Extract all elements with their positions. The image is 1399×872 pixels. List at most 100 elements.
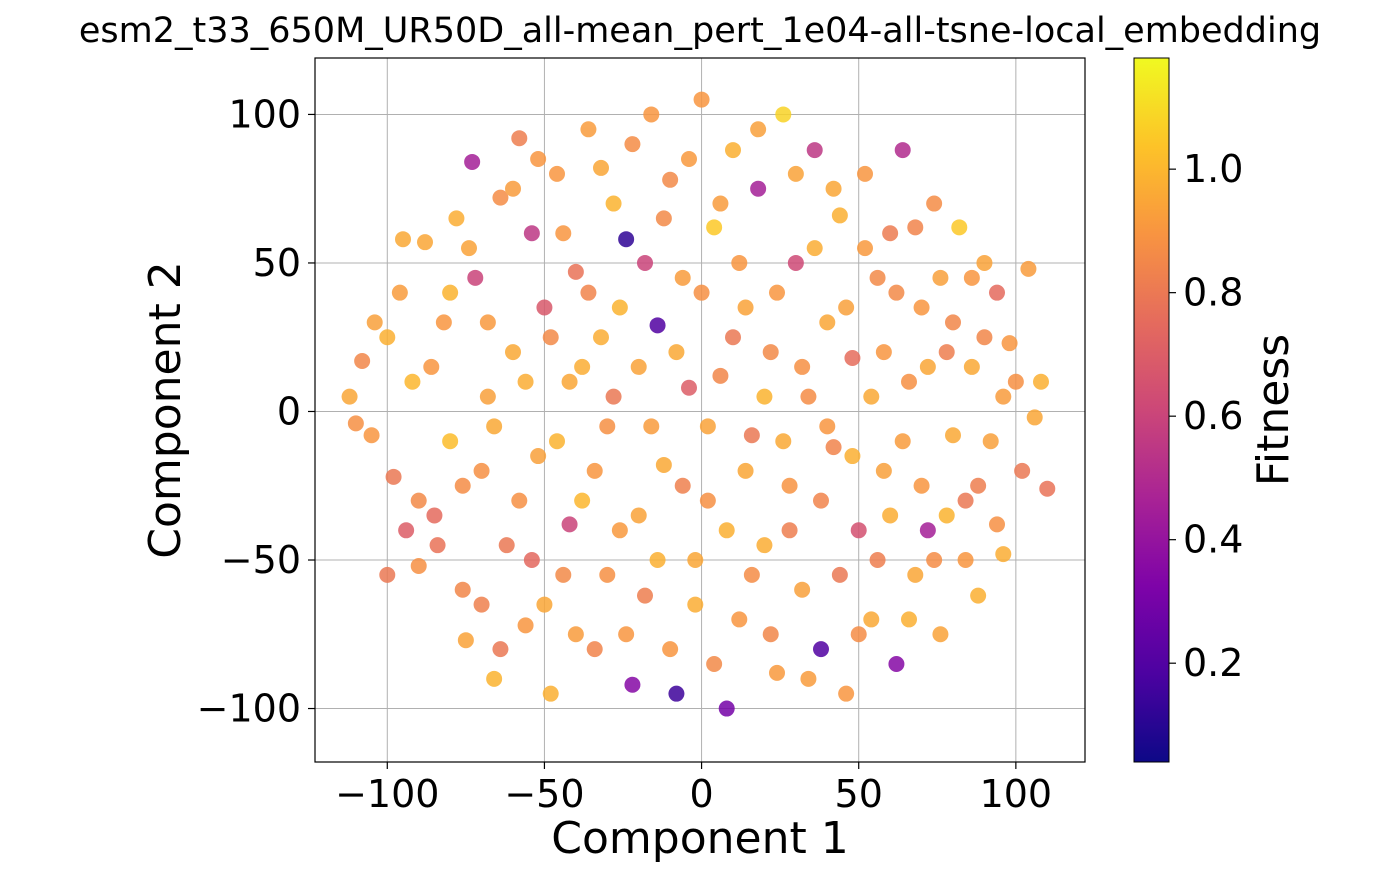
scatter-point xyxy=(599,418,616,435)
scatter-point xyxy=(718,700,735,717)
scatter-point xyxy=(781,522,798,539)
scatter-point xyxy=(1033,373,1049,390)
scatter-point xyxy=(995,546,1012,563)
scatter-point xyxy=(429,537,446,554)
scatter-point xyxy=(750,121,767,138)
plot-frame xyxy=(314,57,1086,763)
scatter-point xyxy=(662,171,679,188)
scatter-point xyxy=(668,344,685,361)
scatter-point xyxy=(699,492,716,509)
y-tick-label: 50 xyxy=(253,241,301,285)
scatter-point xyxy=(410,492,427,509)
scatter-point xyxy=(737,462,754,479)
scatter-point xyxy=(875,344,892,361)
scatter-point xyxy=(919,358,936,375)
colorbar-label: Fitness xyxy=(1248,334,1299,486)
scatter-point xyxy=(668,685,685,702)
chart-title: esm2_t33_650M_UR50D_all-mean_pert_1e04-a… xyxy=(79,11,1321,51)
scatter-point xyxy=(831,566,848,583)
scatter-point xyxy=(825,180,842,197)
scatter-point xyxy=(831,207,848,224)
scatter-point xyxy=(442,284,459,301)
scatter-point xyxy=(395,231,411,248)
grid-lines xyxy=(315,58,1085,762)
scatter-point xyxy=(926,195,943,212)
scatter-point xyxy=(423,358,440,375)
scatter-point xyxy=(687,596,704,613)
scatter-point xyxy=(731,611,748,628)
scatter-point xyxy=(750,180,767,197)
scatter-point xyxy=(549,165,565,182)
scatter-point xyxy=(775,106,792,123)
scatter-point xyxy=(643,106,660,123)
scatter-point xyxy=(901,373,917,390)
scatter-point xyxy=(989,516,1005,533)
scatter-point xyxy=(970,477,987,494)
scatter-point xyxy=(989,284,1005,301)
scatter-point xyxy=(863,388,880,405)
colorbar-tick-label: 0.8 xyxy=(1183,271,1243,315)
scatter-point xyxy=(611,299,628,316)
scatter-point xyxy=(486,670,503,687)
scatter-point xyxy=(907,566,924,583)
scatter-point xyxy=(963,269,980,286)
scatter-point xyxy=(404,373,421,390)
scatter-point xyxy=(769,284,785,301)
scatter-point xyxy=(687,552,704,569)
scatter-point xyxy=(869,269,886,286)
scatter-point xyxy=(347,415,364,432)
scatter-point xyxy=(426,507,443,524)
scatter-point xyxy=(800,388,817,405)
scatter-point xyxy=(681,150,697,167)
scatter-point xyxy=(718,522,735,539)
y-tick-label: 0 xyxy=(277,389,301,433)
scatter-point xyxy=(530,150,547,167)
scatter-point xyxy=(825,439,842,456)
scatter-point xyxy=(555,566,572,583)
scatter-point xyxy=(819,314,836,331)
x-tick-label: −50 xyxy=(504,772,584,816)
scatter-point xyxy=(875,462,892,479)
scatter-point xyxy=(706,219,723,236)
scatter-point xyxy=(398,522,415,539)
scatter-point xyxy=(435,314,452,331)
scatter-point xyxy=(511,492,528,509)
scatter-point xyxy=(787,254,804,271)
scatter-point xyxy=(769,664,785,681)
colorbar-tick-label: 1.0 xyxy=(1183,147,1243,191)
scatter-point xyxy=(963,358,980,375)
scatter-point xyxy=(712,195,729,212)
colorbar-tick-label: 0.4 xyxy=(1183,518,1243,562)
scatter-point xyxy=(586,462,603,479)
scatter-point xyxy=(913,299,930,316)
scatter-point xyxy=(725,329,741,346)
scatter-point xyxy=(624,676,641,693)
scatter-point xyxy=(712,367,729,384)
scatter-point xyxy=(593,329,609,346)
scatter-point xyxy=(850,626,867,643)
scatter-point xyxy=(517,373,534,390)
x-tick-label: 0 xyxy=(689,772,713,816)
scatter-point xyxy=(611,522,628,539)
scatter-point xyxy=(649,552,666,569)
scatter-point xyxy=(448,210,465,227)
scatter-point xyxy=(561,516,578,533)
scatter-point xyxy=(932,626,949,643)
scatter-point xyxy=(523,225,540,242)
scatter-point xyxy=(995,388,1012,405)
scatter-point xyxy=(662,641,679,658)
scatter-point xyxy=(945,314,961,331)
scatter-point xyxy=(618,231,635,248)
scatter-point xyxy=(926,552,943,569)
scatter-point xyxy=(542,329,559,346)
scatter-point xyxy=(838,299,855,316)
x-tick-label: 50 xyxy=(835,772,883,816)
scatter-point xyxy=(536,596,553,613)
y-tick-label: −100 xyxy=(197,687,301,731)
scatter-point xyxy=(894,433,911,450)
scatter-point xyxy=(511,130,528,147)
scatter-point xyxy=(756,388,773,405)
scatter-point xyxy=(976,329,993,346)
scatter-point xyxy=(599,566,616,583)
scatter-point xyxy=(473,596,490,613)
